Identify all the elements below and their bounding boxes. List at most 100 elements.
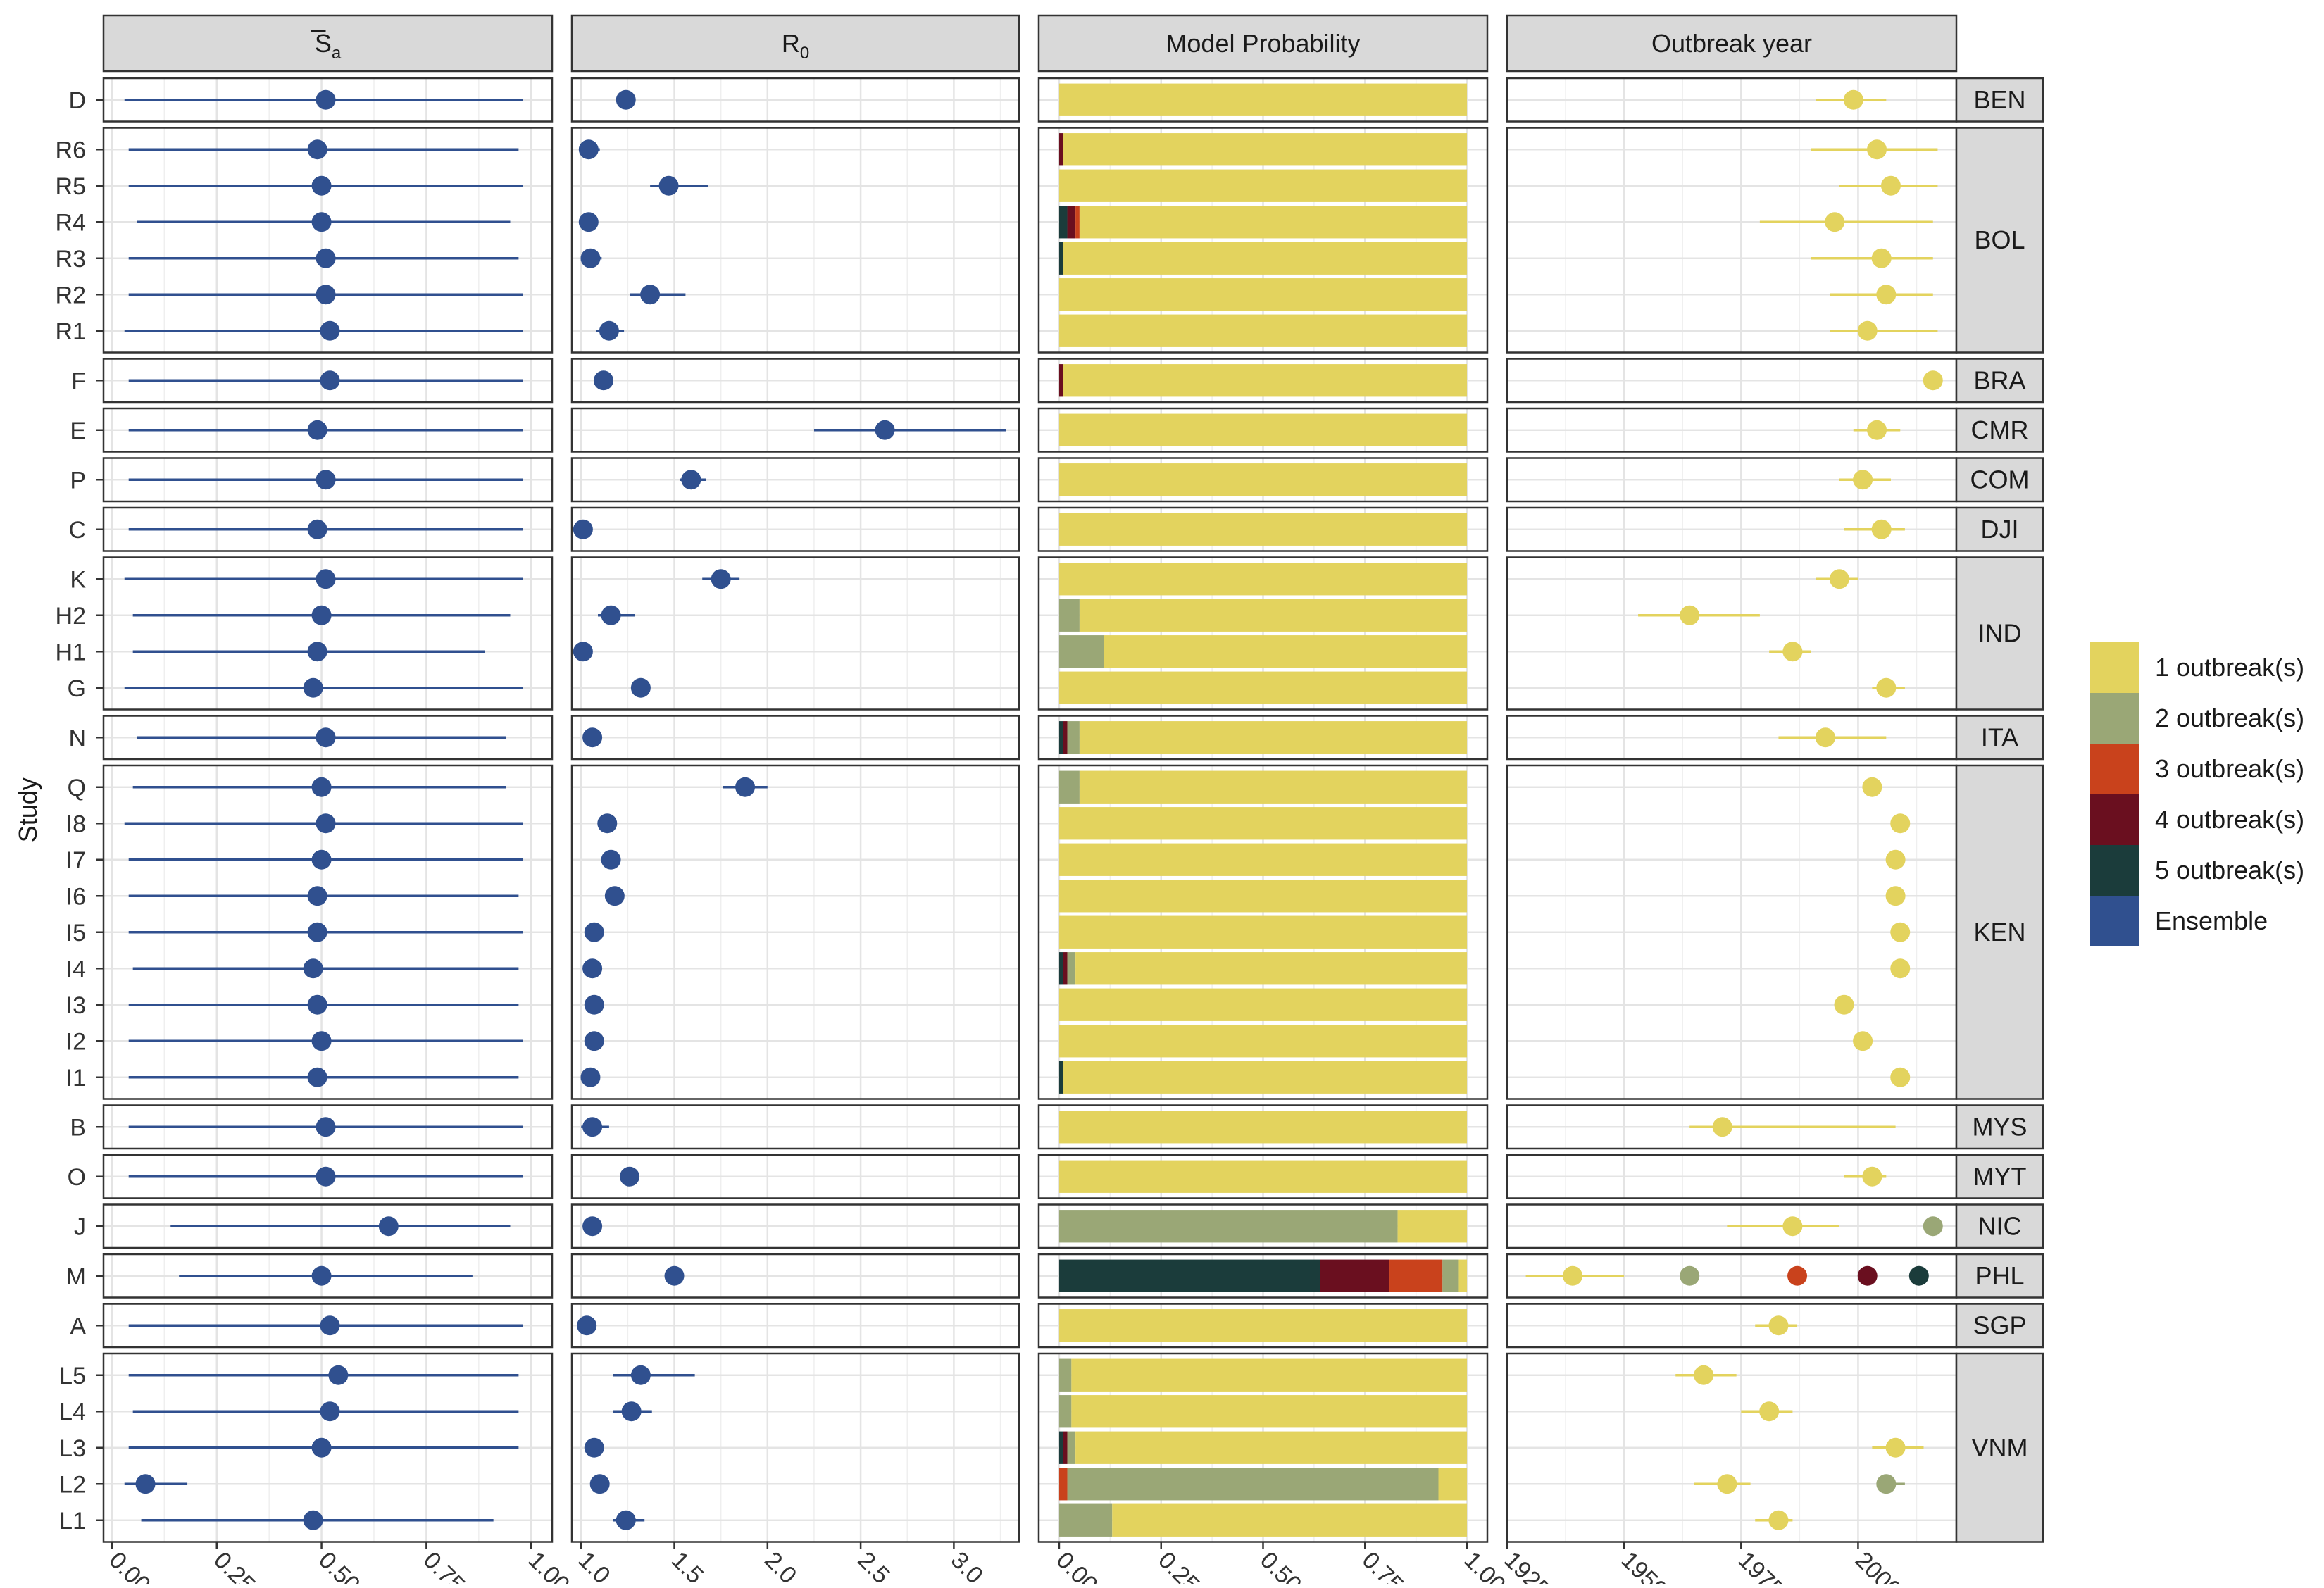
prob-bar-o5-L3 [1058, 1431, 1063, 1464]
prob-bar-o1-H1 [1104, 635, 1468, 668]
y-axis-title: Study [13, 777, 42, 842]
x-tick-label-sa: 1.00 [523, 1546, 575, 1584]
facet-border [570, 358, 1020, 404]
sa-point-D [316, 89, 336, 110]
year-point-L2 [1717, 1474, 1737, 1494]
row-strip-label-KEN: KEN [1973, 918, 2025, 946]
row-strip-label-MYS: MYS [1972, 1112, 2027, 1141]
r0-point-P [681, 470, 701, 490]
facet-border [570, 764, 1020, 1100]
x-tick-label-r0: 1.5 [666, 1546, 708, 1584]
sa-point-K [316, 569, 336, 589]
facet-border [570, 1203, 1020, 1249]
prob-bar-o2-H1 [1058, 635, 1104, 668]
facet-border [1037, 506, 1489, 552]
prob-bar-o1-R2 [1058, 278, 1468, 311]
prob-bar-o5-R3 [1058, 242, 1063, 275]
x-tick-label-sa: 0.75 [418, 1546, 470, 1584]
prob-bar-o1-I1 [1063, 1061, 1468, 1094]
year-point-E [1867, 420, 1887, 440]
facet-border [1037, 1253, 1489, 1299]
prob-bar-o1-E [1058, 413, 1468, 446]
legend-key-o5 [2090, 845, 2139, 896]
prob-bar-o1-C [1058, 513, 1468, 546]
facet-border [102, 556, 554, 711]
sa-point-L4 [320, 1401, 340, 1422]
legend-key-o2 [2090, 693, 2139, 744]
facet-bg [1507, 127, 1956, 353]
r0-point-L5 [630, 1365, 651, 1385]
prob-bar-o1-I2 [1058, 1025, 1468, 1058]
prob-bar-o1-I8 [1058, 807, 1468, 840]
sa-point-H2 [311, 605, 332, 625]
r0-point-R3 [580, 248, 601, 268]
facet-border [570, 457, 1020, 503]
row-strip-label-CMR: CMR [1971, 415, 2029, 444]
r0-point-L3 [584, 1437, 604, 1458]
facet-border [570, 1154, 1020, 1199]
row-strip-label-IND: IND [1978, 619, 2022, 648]
x-tick-label-year: 1950 [1616, 1546, 1672, 1584]
row-strip-label-ITA: ITA [1981, 723, 2018, 751]
y-tick-label-A: A [70, 1313, 86, 1339]
row-strip-label-NIC: NIC [1978, 1211, 2022, 1240]
y-tick-label-R1: R1 [56, 318, 86, 345]
sa-point-N [316, 727, 336, 748]
y-tick-label-C: C [68, 517, 86, 544]
prob-bar-o2-L4 [1058, 1395, 1072, 1428]
x-tick-label-prob: 0.25 [1153, 1546, 1205, 1584]
y-tick-label-D: D [68, 87, 86, 114]
r0-point-I1 [580, 1067, 601, 1087]
r0-point-L2 [589, 1474, 610, 1494]
sa-point-G [303, 677, 323, 698]
x-tick-label-sa: 0.25 [208, 1546, 261, 1584]
r0-point-O [620, 1166, 640, 1187]
facet-bg [104, 127, 552, 353]
prob-bar-o1-F [1063, 364, 1468, 397]
year-point-K [1829, 569, 1849, 589]
facet-border [1037, 358, 1489, 404]
prob-bar-o3-R4 [1075, 206, 1080, 239]
strip-title-year: Outbreak year [1651, 29, 1812, 58]
sa-point-I5 [307, 922, 327, 942]
row-strip-label-VNM: VNM [1972, 1433, 2028, 1462]
legend-key-o3 [2090, 744, 2139, 794]
year-point-I4 [1890, 958, 1911, 979]
year-point-I3 [1834, 994, 1854, 1015]
x-tick-label-r0: 2.5 [852, 1546, 894, 1584]
y-tick-label-L2: L2 [59, 1471, 86, 1498]
sa-point-P [316, 470, 336, 490]
row-strip-MYS [1955, 1104, 2044, 1150]
strip-sa [102, 14, 554, 73]
sa-point-R3 [316, 248, 336, 268]
row-strip-PHL [1955, 1253, 2044, 1299]
strip-year [1506, 14, 1958, 73]
y-tick-label-L5: L5 [59, 1363, 86, 1389]
facet-border [570, 127, 1020, 354]
sa-point-R4 [311, 212, 332, 232]
prob-bar-o1-D [1058, 83, 1468, 116]
year-point-M [1563, 1265, 1583, 1286]
facet-border [102, 127, 554, 354]
prob-bar-o1-Q [1079, 770, 1468, 804]
x-tick-label-prob: 0.75 [1357, 1546, 1409, 1584]
prob-bar-o2-L1 [1058, 1503, 1113, 1537]
y-tick-label-Q: Q [68, 775, 86, 801]
year-point-O [1862, 1166, 1882, 1187]
year-point-R3 [1871, 248, 1892, 268]
r0-point-H2 [601, 605, 621, 625]
y-tick-label-G: G [68, 675, 86, 702]
sa-point-E [307, 420, 327, 440]
y-tick-label-I8: I8 [66, 811, 86, 837]
r0-point-E [875, 420, 895, 440]
facet-border [1037, 764, 1489, 1100]
facet-border [570, 556, 1020, 711]
y-tick-label-R2: R2 [56, 282, 86, 308]
prob-bar-o1-A [1058, 1309, 1468, 1342]
year-point-B [1712, 1117, 1732, 1137]
r0-point-M [664, 1265, 685, 1286]
y-tick-label-R5: R5 [56, 173, 86, 200]
x-tick-label-prob: 0.50 [1255, 1546, 1307, 1584]
strip-r0 [570, 14, 1020, 73]
facet-border [1037, 457, 1489, 503]
